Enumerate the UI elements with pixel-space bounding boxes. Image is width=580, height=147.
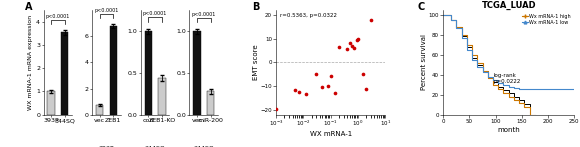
Bar [144,31,152,115]
Point [352,39,361,41]
Bar [110,26,117,115]
Text: 393P: 393P [99,146,114,147]
Point [324,85,333,87]
Point [367,19,376,21]
Point [331,92,340,95]
Y-axis label: Percent survival: Percent survival [421,35,427,90]
Text: p<0.0001: p<0.0001 [46,14,70,19]
Text: log-rank
p=0.0222: log-rank p=0.0222 [493,73,520,84]
Text: p<0.0001: p<0.0001 [143,11,167,16]
Point [291,89,300,91]
Point [345,42,354,45]
Text: p<0.0001: p<0.0001 [95,7,119,12]
Y-axis label: EMT score: EMT score [253,45,259,80]
Legend: Wx mRNA-1 high, Wx mRNA-1 low: Wx mRNA-1 high, Wx mRNA-1 low [521,13,572,26]
Bar [47,91,55,115]
Point [349,47,358,49]
Point [353,38,362,40]
Text: C: C [417,2,425,12]
Point [301,93,310,96]
Point [312,73,321,76]
X-axis label: month: month [498,127,520,133]
Bar [61,32,68,115]
Point [326,74,335,77]
Point [334,46,343,48]
Bar [207,91,215,115]
Text: B: B [252,2,259,12]
Text: p<0.0001: p<0.0001 [191,12,216,17]
Text: A: A [25,2,32,12]
Text: r=0.5363, p=0.0322: r=0.5363, p=0.0322 [281,13,338,18]
Point [271,108,281,110]
Point [361,87,371,90]
Title: TCGA_LUAD: TCGA_LUAD [481,0,536,10]
Point [342,48,351,51]
Point [347,45,357,47]
Bar [96,105,103,115]
X-axis label: WX mRNA-1: WX mRNA-1 [310,131,352,137]
Bar [193,31,201,115]
Point [295,91,304,93]
Bar [158,78,166,115]
Text: 344SQ: 344SQ [193,146,214,147]
Y-axis label: WX mRNA-1 mRNA expression: WX mRNA-1 mRNA expression [28,15,33,110]
Point [318,86,327,88]
Point [358,73,367,76]
Text: 344SQ: 344SQ [144,146,165,147]
